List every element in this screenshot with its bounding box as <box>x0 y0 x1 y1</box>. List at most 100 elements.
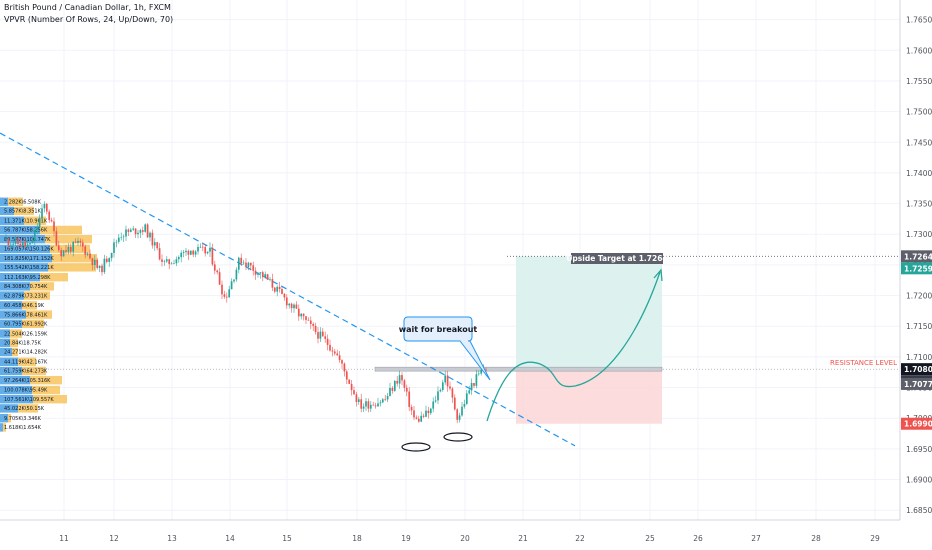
candle-body <box>65 250 67 252</box>
candle-body <box>408 391 411 407</box>
candle-body <box>122 236 125 238</box>
vp-up-bar <box>0 216 24 225</box>
vp-down-bar <box>12 347 18 357</box>
volume-profile: 2.282K\6.508K 5.857K\8.351K 11.371K\10.901… <box>0 197 97 432</box>
candle-body <box>341 360 343 364</box>
candle-body <box>393 380 396 391</box>
candle-body <box>204 247 207 254</box>
candle-body <box>197 246 199 252</box>
vp-down-bar <box>52 253 97 263</box>
candle-body <box>98 265 101 268</box>
candle-body <box>415 417 418 419</box>
x-tick-label: 28 <box>811 534 821 543</box>
candle-body <box>57 245 60 251</box>
candle-body <box>110 252 113 259</box>
y-tick-label: 1.72000 <box>906 292 932 301</box>
candle-body <box>324 336 327 339</box>
vp-down-bar <box>33 394 67 404</box>
vp-up-bar <box>0 310 26 319</box>
symbol-title: British Pound / Canadian Dollar, 1h, FXC… <box>4 3 171 12</box>
candle-body <box>473 383 475 386</box>
vp-row-label: 61.759K\64.273K <box>4 369 48 375</box>
candle-body <box>434 400 437 402</box>
candle-body <box>353 390 355 395</box>
y-tick-label: 1.76500 <box>906 16 932 25</box>
vp-up-bar <box>0 423 3 432</box>
candle-body <box>230 281 233 290</box>
candle-body <box>317 332 319 339</box>
candle-body <box>237 257 240 270</box>
candle-body <box>33 230 36 241</box>
candle-body <box>168 259 171 265</box>
vp-down-bar <box>40 272 68 282</box>
vp-row-label: 62.879K\73.231K <box>4 293 48 299</box>
vp-row-label: 181.825K\171.152K <box>4 256 54 262</box>
candle-body <box>161 259 163 262</box>
vp-up-bar <box>0 282 30 291</box>
vp-row-label: 60.458K\46.19K <box>4 303 45 309</box>
candle-body <box>302 313 305 317</box>
candle-body <box>206 251 209 254</box>
candle-body <box>453 397 456 410</box>
vp-down-bar <box>45 234 92 244</box>
vp-row-label: 97.264K\105.316K <box>4 378 51 384</box>
candle-body <box>377 403 379 407</box>
candle-body <box>333 351 336 354</box>
y-tick-label: 1.71500 <box>906 322 932 331</box>
candle-body <box>405 387 408 392</box>
vp-row-label: 1.618K\1.654K <box>4 425 42 431</box>
candle-body <box>446 375 449 387</box>
vp-row-label: 44.119K\42.167K <box>4 359 48 365</box>
vp-row-label: 20.84K\18.75K <box>4 340 42 346</box>
candle-body <box>278 286 281 290</box>
candle-body <box>470 383 473 391</box>
candle-body <box>396 380 399 384</box>
candle-body <box>81 242 84 247</box>
vp-down-bar <box>18 404 38 413</box>
target-green-badge-bg <box>901 262 932 275</box>
candle-body <box>372 404 375 406</box>
candle-body <box>105 258 108 262</box>
candle-body <box>401 375 403 381</box>
vp-up-bar <box>0 366 22 376</box>
candle-body <box>242 262 245 264</box>
candle-body <box>465 393 468 404</box>
bottom-marker-2 <box>443 432 473 442</box>
vp-up-bar <box>0 301 22 310</box>
candle-body <box>300 313 303 317</box>
vp-up-bar <box>0 272 40 282</box>
candle-body <box>50 220 53 222</box>
candle-body <box>386 396 389 400</box>
candle-body <box>53 221 55 232</box>
candle-body <box>285 297 288 306</box>
candle-body <box>209 247 211 252</box>
y-tick-label: 1.74000 <box>906 169 932 178</box>
vp-up-bar <box>0 329 10 338</box>
candle-body <box>125 229 127 237</box>
candle-body <box>115 241 118 243</box>
vp-down-bar <box>30 282 54 291</box>
x-tick-label: 25 <box>645 534 655 543</box>
candle-body <box>374 405 377 407</box>
y-tick-label: 1.76000 <box>906 46 932 55</box>
candle-body <box>249 262 252 266</box>
candle-body <box>427 410 430 414</box>
candle-body <box>9 244 12 246</box>
candle-body <box>247 262 250 268</box>
candle-body <box>290 303 293 309</box>
candle-body <box>321 331 324 337</box>
candle-body <box>468 390 471 394</box>
y-tick-label: 1.71000 <box>906 353 932 362</box>
candle-body <box>307 319 310 321</box>
candle-body <box>485 369 487 371</box>
candle-body <box>36 227 39 231</box>
candle-body <box>362 406 365 409</box>
candle-body <box>261 272 264 278</box>
profit-zone <box>516 256 662 370</box>
annotation-marks: Upside Target at 1.7264 <box>401 253 668 452</box>
candle-body <box>48 211 51 221</box>
candle-body <box>348 379 351 384</box>
candle-body <box>240 257 243 264</box>
